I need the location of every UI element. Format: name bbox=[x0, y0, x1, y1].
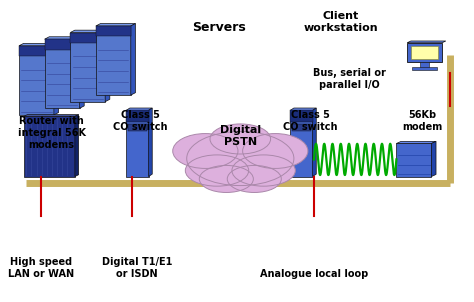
Text: Analogue local loop: Analogue local loop bbox=[260, 269, 368, 279]
Polygon shape bbox=[19, 46, 54, 115]
Text: Client
workstation: Client workstation bbox=[303, 11, 378, 33]
Bar bbox=[290, 111, 312, 122]
Polygon shape bbox=[407, 43, 442, 62]
Polygon shape bbox=[105, 30, 110, 102]
Bar bbox=[45, 39, 80, 50]
Polygon shape bbox=[70, 33, 105, 102]
Polygon shape bbox=[24, 115, 79, 117]
Bar bbox=[128, 124, 147, 131]
Ellipse shape bbox=[243, 133, 308, 169]
Ellipse shape bbox=[227, 165, 281, 192]
Polygon shape bbox=[70, 30, 110, 33]
Polygon shape bbox=[24, 117, 75, 177]
Polygon shape bbox=[126, 111, 148, 177]
Text: Digital
PSTN: Digital PSTN bbox=[220, 125, 261, 147]
Polygon shape bbox=[431, 141, 436, 177]
Text: 56Kb
modem: 56Kb modem bbox=[402, 110, 442, 132]
Text: High speed
LAN or WAN: High speed LAN or WAN bbox=[8, 257, 74, 279]
Polygon shape bbox=[19, 43, 59, 46]
Ellipse shape bbox=[185, 155, 249, 186]
Ellipse shape bbox=[199, 165, 254, 192]
Polygon shape bbox=[290, 108, 316, 111]
Ellipse shape bbox=[232, 155, 295, 186]
Bar bbox=[411, 46, 438, 59]
Bar bbox=[420, 62, 429, 68]
Polygon shape bbox=[312, 108, 316, 177]
Polygon shape bbox=[126, 108, 152, 111]
Polygon shape bbox=[45, 37, 84, 39]
Polygon shape bbox=[407, 41, 446, 43]
Text: Bus, serial or
parallel I/O: Bus, serial or parallel I/O bbox=[313, 68, 386, 90]
Polygon shape bbox=[290, 111, 312, 177]
Bar bbox=[19, 46, 54, 56]
Text: Digital T1/E1
or ISDN: Digital T1/E1 or ISDN bbox=[101, 257, 172, 279]
Polygon shape bbox=[54, 43, 59, 115]
Ellipse shape bbox=[187, 131, 294, 185]
Bar bbox=[292, 124, 311, 131]
Polygon shape bbox=[396, 143, 431, 177]
Polygon shape bbox=[131, 24, 136, 95]
Bar bbox=[412, 67, 437, 70]
Ellipse shape bbox=[210, 124, 271, 154]
Polygon shape bbox=[148, 108, 152, 177]
Polygon shape bbox=[80, 37, 84, 108]
Text: Class 5
CO switch: Class 5 CO switch bbox=[283, 110, 337, 132]
Polygon shape bbox=[45, 39, 80, 108]
Bar bbox=[126, 111, 148, 122]
Polygon shape bbox=[96, 24, 136, 26]
Ellipse shape bbox=[173, 133, 238, 169]
Bar bbox=[96, 26, 131, 36]
Polygon shape bbox=[396, 141, 436, 143]
Text: Class 5
CO switch: Class 5 CO switch bbox=[113, 110, 167, 132]
Polygon shape bbox=[96, 26, 131, 95]
Polygon shape bbox=[75, 115, 79, 177]
Text: Router with
integral 56K
modems: Router with integral 56K modems bbox=[18, 116, 86, 149]
Text: Servers: Servers bbox=[192, 21, 246, 34]
Bar bbox=[70, 33, 105, 43]
